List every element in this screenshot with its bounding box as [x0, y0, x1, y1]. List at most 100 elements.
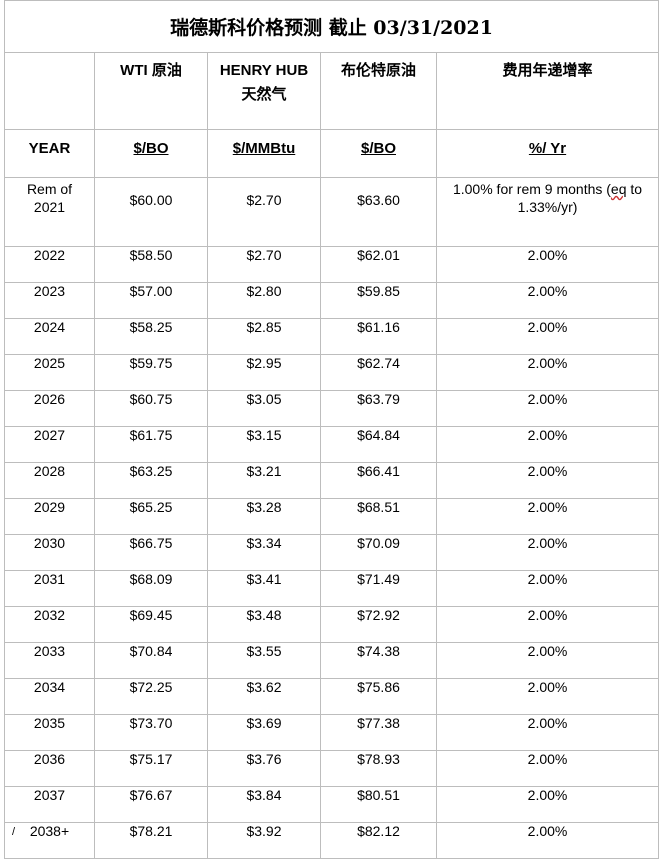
cell-year: 2028 [4, 462, 95, 499]
price-forecast-table: 瑞德斯科价格预测 截止 03/31/2021 WTI 原油 HENRY HUB … [3, 0, 660, 859]
cell-rate: 2.00% [435, 354, 660, 391]
cell-year: 2033 [4, 642, 95, 679]
cell-year: 2035 [4, 714, 95, 751]
cell-brent: $72.92 [320, 606, 437, 643]
cell-wti: $59.75 [94, 354, 208, 391]
cell-henry: $3.28 [207, 498, 321, 535]
cell-rate: 2.00% [435, 498, 660, 535]
table-title: 瑞德斯科价格预测 截止 03/31/2021 [3, 0, 660, 53]
unit-row: YEAR $/BO $/MMBtu $/BO %/ Yr [4, 129, 660, 178]
cell-henry: $3.48 [207, 606, 321, 643]
cell-wti: $60.00 [94, 177, 208, 247]
rem-rate-line2: 1.33%/yr) [517, 199, 578, 215]
cell-henry: $3.15 [207, 426, 321, 463]
cell-brent: $75.86 [320, 678, 437, 715]
cell-rate: 1.00% for rem 9 months (eq to 1.33%/yr) [435, 177, 660, 247]
unit-wti-text: $/BO [133, 140, 169, 157]
header-rate: 费用年递增率 [435, 52, 660, 130]
cell-rate: 2.00% [435, 642, 660, 679]
cell-wti: $63.25 [94, 462, 208, 499]
table-row: 2035 $73.70 $3.69 $77.38 2.00% [4, 714, 660, 751]
cell-year: 2029 [4, 498, 95, 535]
header-henry-line2: 天然气 [241, 86, 287, 103]
header-henry-line1: HENRY HUB [219, 62, 309, 79]
table-row: 2026 $60.75 $3.05 $63.79 2.00% [4, 390, 660, 427]
cell-henry: $3.41 [207, 570, 321, 607]
cell-henry: $3.69 [207, 714, 321, 751]
cell-rate: 2.00% [435, 390, 660, 427]
cell-year: 2023 [4, 282, 95, 319]
header-henry-hub: HENRY HUB 天然气 [207, 52, 321, 130]
unit-henry: $/MMBtu [207, 129, 321, 178]
cell-brent: $61.16 [320, 318, 437, 355]
cell-brent: $82.12 [320, 822, 437, 859]
cell-wti: $58.50 [94, 246, 208, 283]
cell-rate: 2.00% [435, 246, 660, 283]
cell-brent: $62.74 [320, 354, 437, 391]
cell-henry: $2.80 [207, 282, 321, 319]
cell-henry: $2.70 [207, 246, 321, 283]
cell-year: 2027 [4, 426, 95, 463]
unit-henry-text: $/MMBtu [232, 140, 296, 157]
cell-rate: 2.00% [435, 462, 660, 499]
unit-year: YEAR [4, 129, 95, 178]
rem-rate-part1: 1.00% for rem 9 months ( [452, 181, 611, 197]
cell-henry: $2.95 [207, 354, 321, 391]
cell-brent: $71.49 [320, 570, 437, 607]
cell-henry: $3.55 [207, 642, 321, 679]
cell-henry: $2.85 [207, 318, 321, 355]
cell-rate: 2.00% [435, 750, 660, 787]
cursor-mark: / [12, 826, 16, 838]
cell-year: 2024 [4, 318, 95, 355]
table-row: 2036 $75.17 $3.76 $78.93 2.00% [4, 750, 660, 787]
table-row: 2024 $58.25 $2.85 $61.16 2.00% [4, 318, 660, 355]
header-year [4, 52, 95, 130]
cell-brent: $70.09 [320, 534, 437, 571]
cell-wti: $60.75 [94, 390, 208, 427]
table-row: 2027 $61.75 $3.15 $64.84 2.00% [4, 426, 660, 463]
cell-wti: $68.09 [94, 570, 208, 607]
table-row: 2038+ $78.21 $3.92 $82.12 2.00% [4, 822, 660, 859]
cell-brent: $78.93 [320, 750, 437, 787]
cell-brent: $59.85 [320, 282, 437, 319]
unit-brent: $/BO [320, 129, 437, 178]
cell-wti: $66.75 [94, 534, 208, 571]
cell-henry: $3.92 [207, 822, 321, 859]
cell-wti: $75.17 [94, 750, 208, 787]
cell-henry: $3.05 [207, 390, 321, 427]
cell-wti: $73.70 [94, 714, 208, 751]
cell-rate: 2.00% [435, 606, 660, 643]
cell-brent: $62.01 [320, 246, 437, 283]
cell-year: 2036 [4, 750, 95, 787]
table-row: 2028 $63.25 $3.21 $66.41 2.00% [4, 462, 660, 499]
table-row-rem-2021: Rem of 2021 $60.00 $2.70 $63.60 1.00% fo… [4, 177, 660, 247]
cell-brent: $80.51 [320, 786, 437, 823]
cell-wti: $76.67 [94, 786, 208, 823]
cell-wti: $58.25 [94, 318, 208, 355]
cell-wti: $70.84 [94, 642, 208, 679]
cell-brent: $77.38 [320, 714, 437, 751]
unit-rate: %/ Yr [435, 129, 660, 178]
unit-rate-text: %/ Yr [528, 140, 567, 157]
header-wti: WTI 原油 [94, 52, 208, 130]
cell-year: 2034 [4, 678, 95, 715]
cell-wti: $69.45 [94, 606, 208, 643]
cell-brent: $64.84 [320, 426, 437, 463]
rem-rate-wavy: eq [610, 181, 627, 197]
table-row: 2023 $57.00 $2.80 $59.85 2.00% [4, 282, 660, 319]
header-row: WTI 原油 HENRY HUB 天然气 布伦特原油 费用年递增率 [4, 52, 660, 130]
title-row: 瑞德斯科价格预测 截止 03/31/2021 [3, 0, 660, 53]
unit-brent-text: $/BO [360, 140, 396, 157]
cell-henry: $3.21 [207, 462, 321, 499]
table-row: 2031 $68.09 $3.41 $71.49 2.00% [4, 570, 660, 607]
table-row: 2030 $66.75 $3.34 $70.09 2.00% [4, 534, 660, 571]
cell-wti: $61.75 [94, 426, 208, 463]
cell-brent: $74.38 [320, 642, 437, 679]
table-row: 2034 $72.25 $3.62 $75.86 2.00% [4, 678, 660, 715]
cell-wti: $57.00 [94, 282, 208, 319]
cell-wti: $72.25 [94, 678, 208, 715]
cell-rate: 2.00% [435, 714, 660, 751]
rem-rate-part2: to [626, 181, 643, 197]
rem-rate-line1: 1.00% for rem 9 months (eq to [437, 180, 658, 198]
table-row: 2032 $69.45 $3.48 $72.92 2.00% [4, 606, 660, 643]
